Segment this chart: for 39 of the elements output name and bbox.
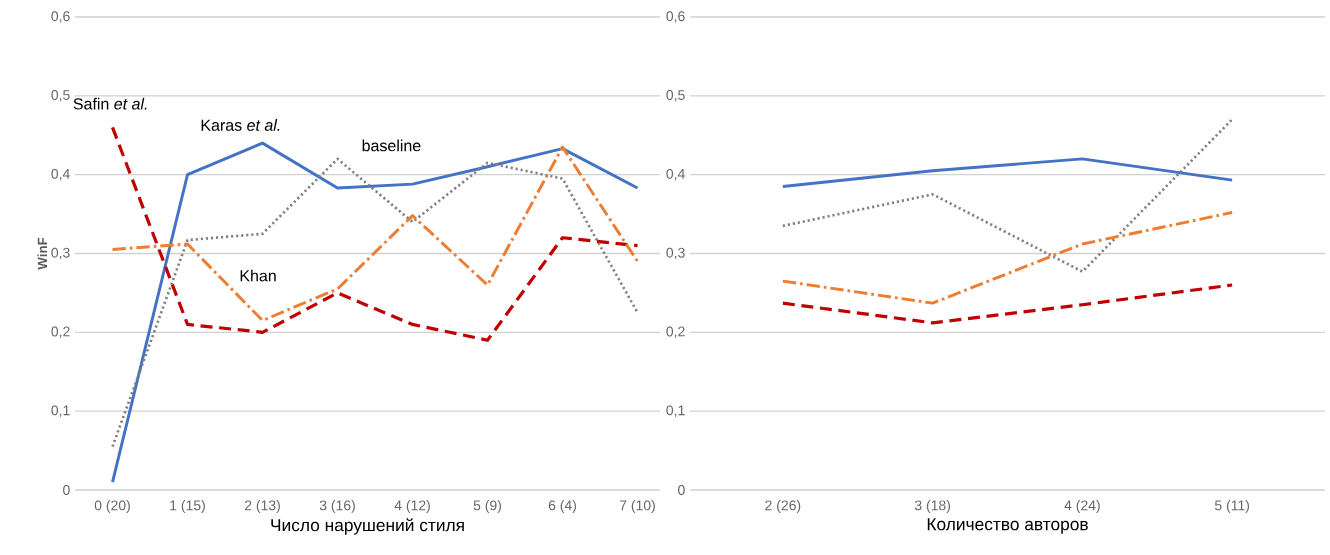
series-label: Safin et al.: [73, 97, 147, 110]
y-tick-label: 0: [63, 485, 70, 495]
y-tick-label: 0,4: [51, 168, 70, 181]
y-axis-title: WinF: [37, 237, 48, 270]
line-series: [781, 118, 1234, 273]
x-tick-label: 1 (15): [170, 500, 205, 514]
y-tick-label: 0,6: [51, 11, 70, 23]
x-tick-label: 6 (4): [548, 500, 577, 514]
x-tick-label: 2 (13): [244, 500, 280, 514]
y-tick-label: 0,2: [666, 326, 685, 339]
x-tick-label: 4 (24): [1064, 500, 1100, 514]
series-label: baseline: [362, 139, 421, 152]
y-tick-label: 0,2: [51, 326, 70, 339]
y-tick-label: 0,1: [666, 405, 685, 417]
x-axis-title: Количество авторов: [927, 518, 1088, 534]
x-tick-label: 5 (9): [473, 500, 502, 514]
series-label: Karas et al.: [201, 119, 280, 131]
y-tick-label: 0,6: [666, 11, 685, 23]
y-tick-label: 0,4: [666, 168, 685, 181]
x-tick-label: 7 (10): [619, 500, 655, 514]
x-tick-label: 2 (26): [765, 500, 801, 514]
series-label: Khan: [240, 269, 276, 282]
x-axis-title: Число нарушений стиля: [271, 518, 464, 535]
line-series: [111, 141, 639, 484]
y-tick-label: 0,3: [666, 247, 685, 260]
x-tick-label: 3 (16): [319, 500, 355, 514]
x-tick-label: 0 (20): [94, 500, 130, 514]
y-tick-label: 0,5: [51, 90, 70, 102]
line-series: [781, 211, 1234, 305]
x-tick-label: 3 (18): [914, 500, 951, 514]
line-series: [111, 157, 639, 448]
y-tick-label: 0,3: [51, 247, 70, 260]
x-tick-label: 4 (12): [394, 500, 430, 514]
y-tick-label: 0,5: [666, 90, 685, 102]
y-tick-label: 0,1: [51, 405, 70, 417]
line-series: [781, 157, 1234, 188]
line-series: [781, 283, 1234, 325]
x-tick-label: 5 (11): [1214, 500, 1250, 514]
y-tick-label: 0: [678, 485, 685, 495]
